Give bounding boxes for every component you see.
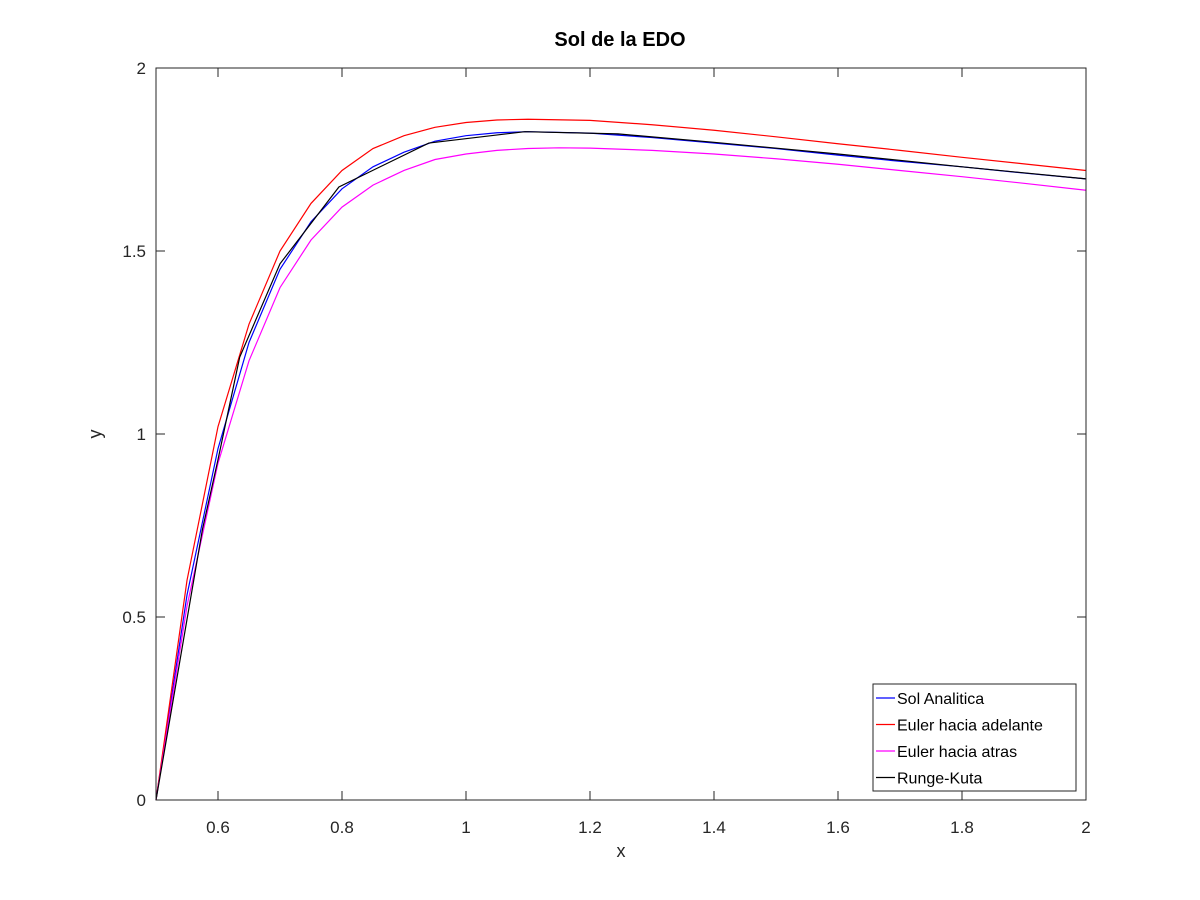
series-line-1 [155,118,1087,801]
x-axis-label: x [617,841,626,861]
legend-box [872,683,1077,792]
x-tick-label: 1.2 [578,818,602,837]
legend-label-2: Euler hacia atras [897,744,1017,761]
x-tick-label: 0.6 [206,818,230,837]
plot-lines [155,118,1087,801]
y-tick-label: 0.5 [122,608,146,627]
legend: Sol Analitica Euler hacia adelante Euler h… [872,683,1077,792]
legend-label-0: Sol Analitica [897,691,984,708]
y-tick-label: 0 [137,791,146,810]
x-tick-label: 1.6 [826,818,850,837]
axis-ticks: 0.6 0.8 1 1.2 1.4 1.6 1.8 2 0 0.5 1 1.5 2 [122,59,1090,837]
y-tick-label: 1 [137,425,146,444]
y-axis-label: y [85,430,105,439]
chart-title: Sol de la EDO [554,29,685,51]
plot-area [156,68,1086,800]
x-tick-label: 2 [1081,818,1090,837]
x-tick-label: 1.8 [950,818,974,837]
legend-label-1: Euler hacia adelante [897,718,1043,735]
y-tick-label: 2 [137,59,146,78]
series-line-0 [155,131,1087,801]
y-tick-label: 1.5 [122,242,146,261]
series-line-3 [155,131,1087,801]
x-tick-label: 1.4 [702,818,726,837]
series-line-2 [155,147,1087,801]
legend-label-3: Runge-Kuta [897,771,982,788]
x-tick-label: 1 [461,818,470,837]
x-tick-label: 0.8 [330,818,354,837]
